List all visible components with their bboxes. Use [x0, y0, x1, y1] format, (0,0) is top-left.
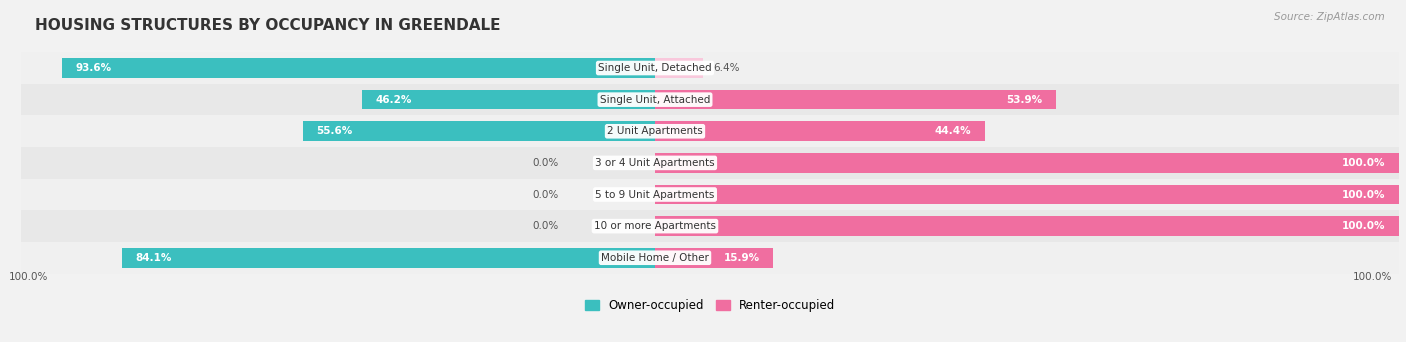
Text: Mobile Home / Other: Mobile Home / Other: [602, 253, 709, 263]
Bar: [62, 58, 655, 78]
Bar: [21, 210, 1399, 242]
Text: 0.0%: 0.0%: [533, 189, 558, 199]
Bar: [655, 58, 703, 78]
Bar: [21, 84, 1399, 116]
Text: 44.4%: 44.4%: [935, 126, 972, 136]
Bar: [655, 153, 1399, 173]
Text: 15.9%: 15.9%: [724, 253, 759, 263]
Bar: [21, 116, 1399, 147]
Legend: Owner-occupied, Renter-occupied: Owner-occupied, Renter-occupied: [581, 294, 841, 317]
Text: 100.0%: 100.0%: [1341, 221, 1385, 231]
Text: 53.9%: 53.9%: [1007, 95, 1042, 105]
Text: Source: ZipAtlas.com: Source: ZipAtlas.com: [1274, 12, 1385, 22]
Bar: [302, 121, 655, 141]
Text: 100.0%: 100.0%: [1341, 189, 1385, 199]
Text: 0.0%: 0.0%: [533, 158, 558, 168]
Bar: [21, 242, 1399, 274]
Text: 5 to 9 Unit Apartments: 5 to 9 Unit Apartments: [595, 189, 714, 199]
Bar: [655, 248, 773, 267]
Text: 84.1%: 84.1%: [136, 253, 172, 263]
Bar: [21, 179, 1399, 210]
Bar: [21, 52, 1399, 84]
Bar: [655, 185, 1399, 204]
Bar: [21, 147, 1399, 179]
Text: 3 or 4 Unit Apartments: 3 or 4 Unit Apartments: [595, 158, 714, 168]
Text: Single Unit, Detached: Single Unit, Detached: [598, 63, 711, 73]
Bar: [655, 121, 986, 141]
Text: Single Unit, Attached: Single Unit, Attached: [600, 95, 710, 105]
Text: 10 or more Apartments: 10 or more Apartments: [593, 221, 716, 231]
Text: 100.0%: 100.0%: [1353, 272, 1392, 282]
Text: 93.6%: 93.6%: [76, 63, 111, 73]
Text: 100.0%: 100.0%: [1341, 158, 1385, 168]
Bar: [122, 248, 655, 267]
Text: 100.0%: 100.0%: [8, 272, 48, 282]
Text: 55.6%: 55.6%: [316, 126, 353, 136]
Text: HOUSING STRUCTURES BY OCCUPANCY IN GREENDALE: HOUSING STRUCTURES BY OCCUPANCY IN GREEN…: [35, 18, 501, 33]
Text: 2 Unit Apartments: 2 Unit Apartments: [607, 126, 703, 136]
Text: 6.4%: 6.4%: [714, 63, 740, 73]
Text: 0.0%: 0.0%: [533, 221, 558, 231]
Bar: [655, 90, 1056, 109]
Bar: [655, 216, 1399, 236]
Text: 46.2%: 46.2%: [375, 95, 412, 105]
Bar: [363, 90, 655, 109]
